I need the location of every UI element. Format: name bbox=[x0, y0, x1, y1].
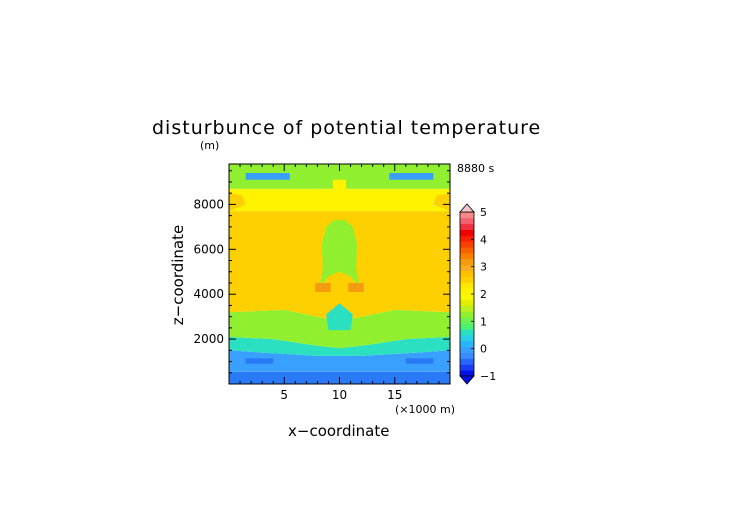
colorbar-band bbox=[460, 305, 474, 312]
colorbar-band bbox=[460, 241, 474, 248]
colorbar-tick-label: 1 bbox=[480, 315, 487, 328]
colorbar-band bbox=[460, 235, 474, 242]
colorbar-band bbox=[460, 212, 474, 219]
y-tick-label: 6000 bbox=[193, 242, 224, 256]
x-tick-label: 15 bbox=[387, 388, 402, 402]
colorbar: 5 4 3 2 1 0 −1 bbox=[459, 203, 496, 385]
x-axis: 5 10 15 bbox=[239, 164, 440, 402]
x-tick-label: 5 bbox=[280, 388, 288, 402]
colorbar-band bbox=[460, 229, 474, 236]
x-unit-label: (×1000 m) bbox=[395, 403, 455, 416]
y-tick-label: 2000 bbox=[193, 332, 224, 346]
contour-region-14 bbox=[348, 283, 364, 292]
colorbar-band bbox=[460, 335, 474, 342]
y-tick-label: 8000 bbox=[193, 197, 224, 211]
x-axis-label: x−coordinate bbox=[288, 422, 389, 440]
contour-region-13 bbox=[315, 283, 331, 292]
colorbar-tick-label: −1 bbox=[480, 370, 496, 383]
colorbar-band bbox=[460, 352, 474, 359]
contour-region-8 bbox=[229, 193, 246, 212]
time-label: 8880 s bbox=[457, 162, 494, 175]
y-unit-label: (m) bbox=[200, 139, 219, 152]
colorbar-band bbox=[460, 323, 474, 330]
contour-region-12 bbox=[326, 303, 353, 331]
contour-region-15 bbox=[332, 179, 347, 205]
y-axis: 2000 4000 6000 8000 bbox=[193, 170, 450, 374]
colorbar-band bbox=[460, 282, 474, 289]
colorbar-band bbox=[460, 247, 474, 254]
colorbar-band bbox=[460, 258, 474, 266]
colorbar-band bbox=[460, 294, 474, 301]
chart-title: disturbunce of potential temperature bbox=[152, 117, 541, 139]
contour-region-9 bbox=[433, 193, 450, 212]
y-axis-label: z−coordinate bbox=[169, 225, 187, 325]
colorbar-band bbox=[460, 317, 474, 324]
colorbar-band bbox=[460, 264, 474, 271]
colorbar-band bbox=[460, 346, 474, 353]
colorbar-band bbox=[460, 299, 474, 307]
colorbar-band bbox=[460, 329, 474, 336]
colorbar-band bbox=[460, 276, 474, 283]
colorbar-band bbox=[460, 223, 474, 230]
contour-region-16 bbox=[245, 358, 274, 364]
y-tick-label: 4000 bbox=[193, 287, 224, 301]
contour-region-1 bbox=[229, 350, 450, 372]
colorbar-band bbox=[460, 253, 474, 260]
colorbar-band bbox=[460, 270, 474, 277]
colorbar-tick-label: 3 bbox=[480, 261, 487, 274]
colorbar-band bbox=[460, 358, 474, 365]
colorbar-band bbox=[460, 311, 474, 318]
plot-area bbox=[229, 164, 450, 384]
colorbar-min-arrow bbox=[459, 375, 475, 385]
colorbar-tick-label: 0 bbox=[480, 343, 487, 356]
colorbar-tick-label: 2 bbox=[480, 288, 487, 301]
colorbar-band bbox=[460, 217, 474, 225]
colorbar-tick-label: 5 bbox=[480, 206, 487, 219]
colorbar-band bbox=[460, 288, 474, 295]
contour-region-11 bbox=[389, 173, 434, 180]
colorbar-max-arrow bbox=[459, 203, 475, 213]
colorbar-band bbox=[460, 370, 474, 377]
colorbar-band bbox=[460, 340, 474, 348]
contour-region-17 bbox=[405, 358, 434, 364]
contour-region-2 bbox=[229, 336, 450, 356]
colorbar-tick-label: 4 bbox=[480, 233, 487, 246]
contour-region-5 bbox=[319, 220, 360, 288]
x-tick-label: 10 bbox=[332, 388, 347, 402]
contour-region-10 bbox=[245, 173, 290, 180]
colorbar-band bbox=[460, 364, 474, 371]
